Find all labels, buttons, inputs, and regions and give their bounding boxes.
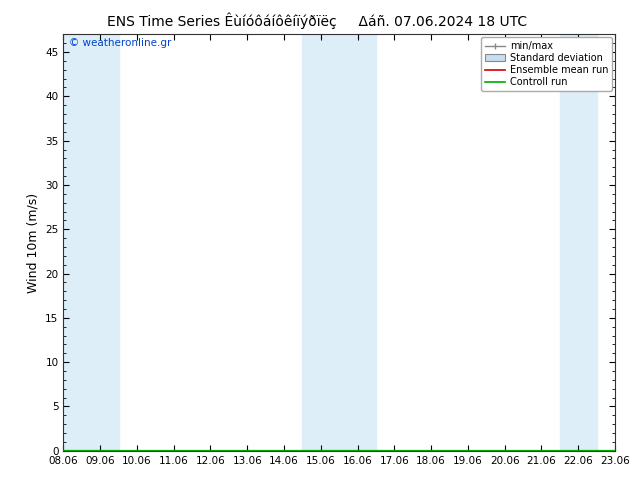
Text: © weatheronline.gr: © weatheronline.gr [69, 38, 171, 49]
Text: ENS Time Series Êùíóôáíôêíïýðïëç     Δáñ. 07.06.2024 18 UTC: ENS Time Series Êùíóôáíôêíïýðïëç Δáñ. 07… [107, 12, 527, 29]
Legend: min/max, Standard deviation, Ensemble mean run, Controll run: min/max, Standard deviation, Ensemble me… [481, 37, 612, 91]
Bar [82, 34, 119, 451]
Bar [45, 34, 82, 451]
Bar [302, 34, 339, 451]
Bar [560, 34, 597, 451]
Y-axis label: Wind 10m (m/s): Wind 10m (m/s) [27, 193, 40, 293]
Bar [339, 34, 376, 451]
